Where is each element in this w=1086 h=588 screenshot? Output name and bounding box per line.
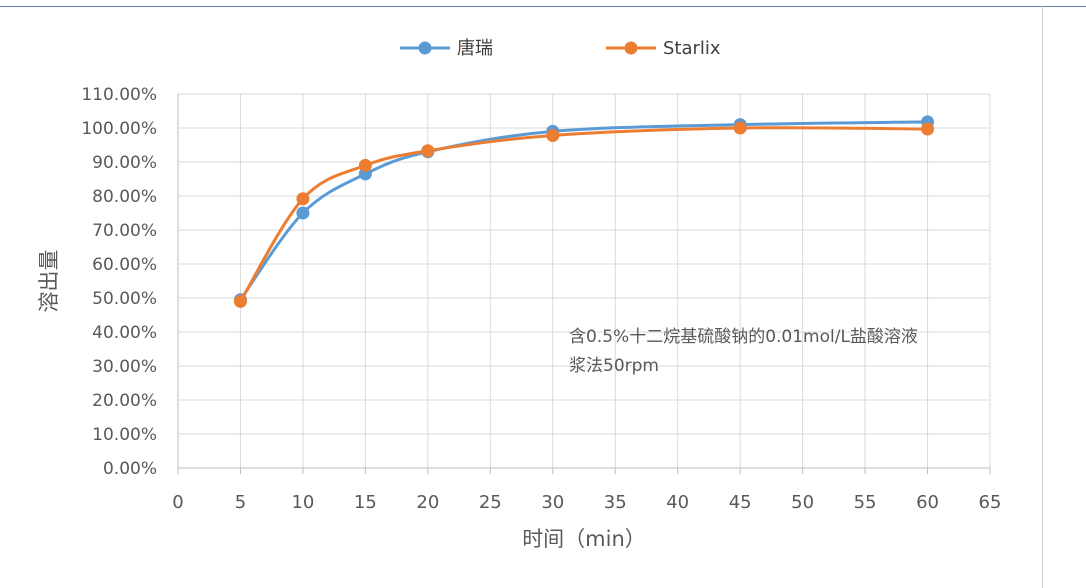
annotation-line-2: 浆法50rpm bbox=[569, 356, 659, 376]
legend-label-1: Starlix bbox=[663, 38, 721, 59]
x-tick-label: 30 bbox=[541, 492, 564, 513]
y-tick-label: 70.00% bbox=[92, 221, 157, 241]
x-axis-label: 时间（min） bbox=[522, 527, 646, 551]
legend: 唐瑞 Starlix bbox=[400, 38, 721, 59]
x-tick-label: 45 bbox=[729, 492, 752, 513]
data-point-1 bbox=[233, 294, 247, 308]
x-tick-label: 25 bbox=[479, 492, 502, 513]
series-line-1 bbox=[239, 126, 928, 303]
right-border bbox=[1042, 6, 1043, 588]
y-tick-label: 90.00% bbox=[92, 153, 157, 173]
data-point-1 bbox=[296, 192, 310, 206]
y-tick-label: 20.00% bbox=[92, 391, 157, 411]
y-tick-label: 110.00% bbox=[81, 85, 157, 105]
axes bbox=[177, 94, 991, 474]
data-point-1 bbox=[733, 121, 747, 135]
x-tick-label: 20 bbox=[416, 492, 439, 513]
series-line-0 bbox=[239, 120, 928, 301]
data-point-1 bbox=[421, 144, 435, 158]
x-tick-label: 5 bbox=[235, 492, 246, 513]
legend-marker-0 bbox=[418, 41, 432, 55]
legend-label-0: 唐瑞 bbox=[457, 38, 493, 59]
data-point-1 bbox=[358, 158, 372, 172]
data-point-1 bbox=[546, 128, 560, 142]
y-tick-label: 10.00% bbox=[92, 425, 157, 445]
grid bbox=[178, 93, 991, 468]
y-tick-label: 0.00% bbox=[103, 459, 157, 479]
y-tick-label: 30.00% bbox=[92, 357, 157, 377]
x-tick-label: 50 bbox=[791, 492, 814, 513]
data-point-0 bbox=[296, 206, 310, 220]
data-point-1 bbox=[921, 122, 935, 136]
top-border bbox=[0, 6, 1086, 7]
legend-marker-1 bbox=[624, 41, 638, 55]
y-tick-label: 60.00% bbox=[92, 255, 157, 275]
x-tick-label: 60 bbox=[916, 492, 939, 513]
y-tick-label: 40.00% bbox=[92, 323, 157, 343]
x-tick-label: 15 bbox=[354, 492, 377, 513]
annotation-line-1: 含0.5%十二烷基硫酸钠的0.01mol/L盐酸溶液 bbox=[569, 327, 918, 347]
y-tick-label: 100.00% bbox=[81, 119, 157, 139]
tick-labels: 0.00% 10.00% 20.00% 30.00% 40.00% 50.00% 60.00… bbox=[81, 85, 1001, 513]
series-group bbox=[233, 115, 935, 308]
y-axis-label: 溶出量 bbox=[37, 250, 61, 313]
y-tick-label: 50.00% bbox=[92, 289, 157, 309]
x-tick-label: 55 bbox=[854, 492, 877, 513]
x-tick-label: 0 bbox=[172, 492, 183, 513]
x-tick-label: 40 bbox=[666, 492, 689, 513]
y-tick-label: 80.00% bbox=[92, 187, 157, 207]
x-tick-label: 65 bbox=[979, 492, 1002, 513]
x-tick-label: 10 bbox=[291, 492, 314, 513]
x-tick-label: 35 bbox=[604, 492, 627, 513]
